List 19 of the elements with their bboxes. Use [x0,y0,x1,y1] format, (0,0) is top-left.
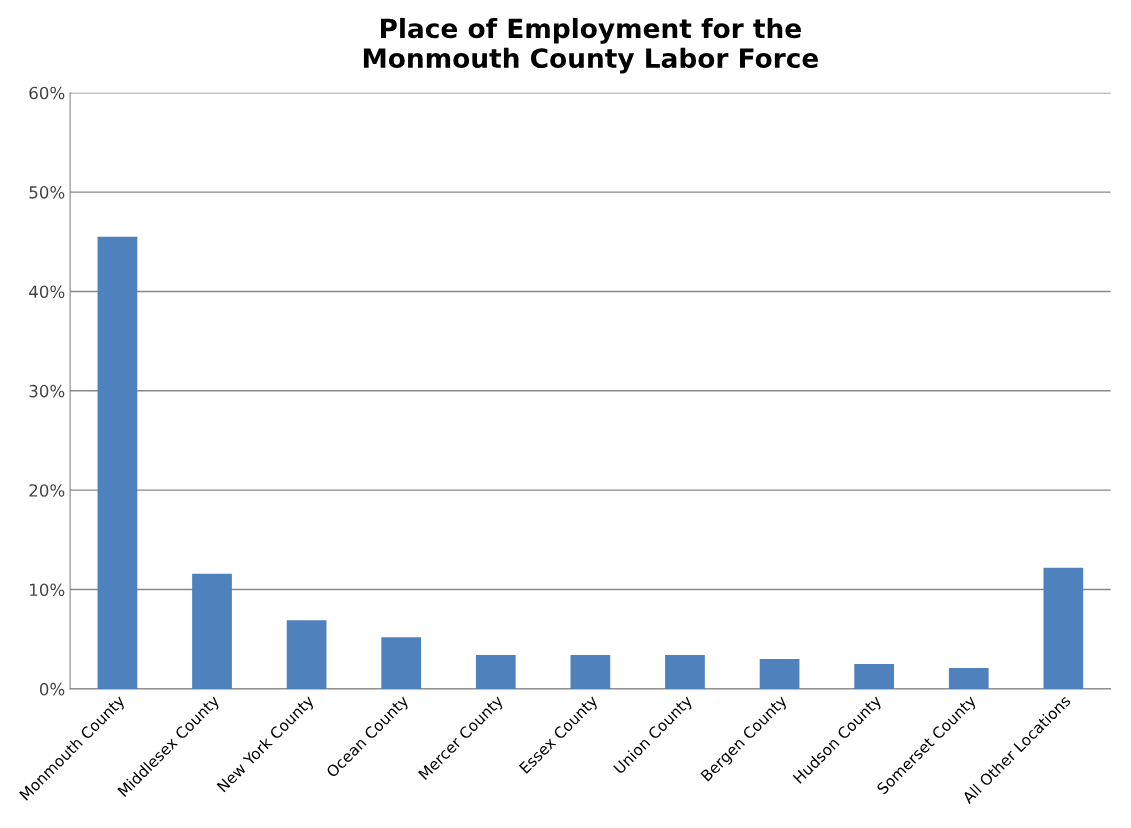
y-tick-label: 40% [29,285,65,299]
y-tick-label: 50% [29,186,65,199]
bar [570,655,611,689]
bar [286,620,327,689]
bar [1043,567,1084,689]
bar [854,664,895,689]
chart-title: Place of Employment for the Monmouth County Labor Force [363,17,818,74]
y-tick-label: 0% [39,682,65,696]
bar [192,573,232,689]
bar [665,655,705,689]
y-tick-label: 30% [29,384,65,398]
bar [948,668,989,689]
y-tick-label: 20% [29,484,65,497]
bar [475,655,516,689]
y-tick-label: 60% [29,86,65,100]
y-tick-label: 10% [30,583,65,597]
bar [381,637,422,689]
bar [97,236,138,689]
bar [759,659,800,689]
